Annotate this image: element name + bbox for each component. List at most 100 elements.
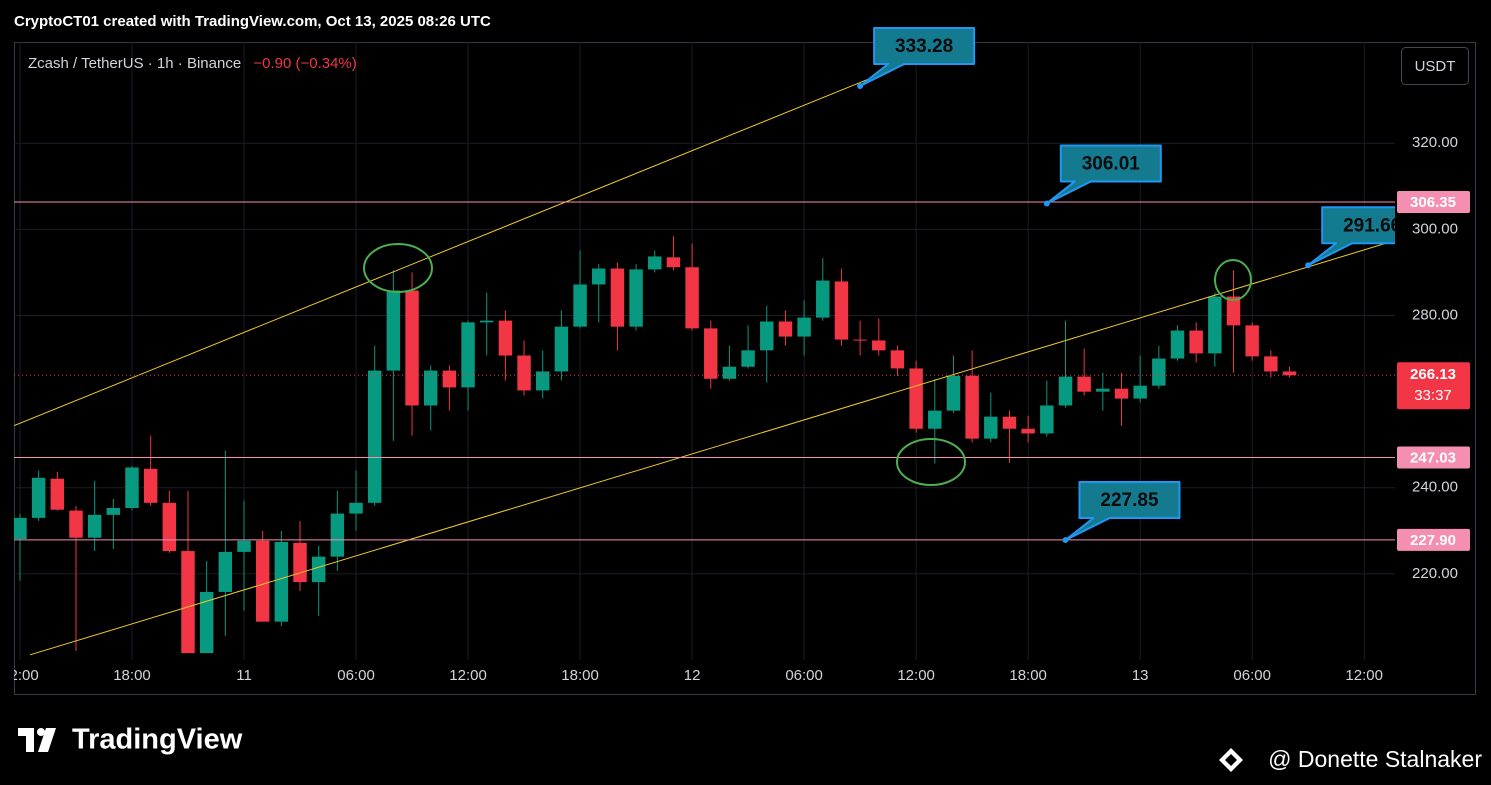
hand-circle xyxy=(896,438,966,486)
callout-label: 227.85 xyxy=(1100,490,1159,511)
candle-body xyxy=(87,514,102,538)
callout-box xyxy=(1045,144,1162,205)
candle-body xyxy=(498,320,513,356)
price-label-box xyxy=(1397,528,1470,551)
candle-body xyxy=(946,375,961,411)
candle-body xyxy=(685,267,699,329)
callout-box xyxy=(1307,206,1395,267)
brand: TradingView xyxy=(72,724,243,756)
candle-body xyxy=(181,551,195,654)
plot-area xyxy=(14,42,1395,656)
x-tick-label: 12 xyxy=(684,667,701,684)
candle-body xyxy=(760,321,774,351)
price-label: 306.35 xyxy=(1410,194,1456,211)
currency-button[interactable] xyxy=(1401,47,1469,85)
candle-body xyxy=(106,507,121,515)
candle-body xyxy=(965,375,979,439)
candle-body xyxy=(311,556,326,583)
candle-body xyxy=(218,551,233,592)
candle-body xyxy=(666,257,681,268)
candle-body xyxy=(890,350,905,369)
x-tick-label: 13 xyxy=(1132,667,1149,684)
candle-body xyxy=(1264,356,1278,372)
currency-label[interactable]: USDT xyxy=(1415,58,1456,75)
candle-body xyxy=(834,281,849,340)
callout-anchor xyxy=(1305,262,1312,269)
candle-body xyxy=(554,326,569,372)
x-tick-label: 12:00 xyxy=(1345,667,1383,684)
candle-body xyxy=(610,268,625,327)
candle-body xyxy=(1226,296,1241,326)
candle-body xyxy=(1152,358,1166,386)
candle-body xyxy=(442,370,457,388)
price-label-box xyxy=(1397,446,1470,469)
candle-body xyxy=(125,467,139,508)
logo-dot xyxy=(37,728,45,736)
candle-body xyxy=(629,269,643,327)
candle-body xyxy=(14,517,27,539)
author-icon xyxy=(1219,748,1243,772)
candle-body xyxy=(69,510,83,538)
candle-body xyxy=(423,370,438,406)
candle-body xyxy=(1021,428,1035,434)
candle-body xyxy=(143,468,158,503)
price-label: 247.03 xyxy=(1410,449,1456,466)
caption: CryptoCT01 created with TradingView.com,… xyxy=(14,13,491,30)
last-price-label: 266.13 xyxy=(1410,366,1456,383)
x-tick-label: 18:00 xyxy=(113,667,151,684)
candle-body xyxy=(1170,330,1185,359)
callout-box xyxy=(859,27,976,88)
change: −0.90 (−0.34%) xyxy=(253,55,356,72)
candle-body xyxy=(722,366,737,379)
candle-body xyxy=(237,540,251,552)
candle-body xyxy=(479,320,494,323)
candle-body xyxy=(199,591,214,654)
y-axis: 220.00 240.00 280.00 300.00 320.00 306.35 247.… xyxy=(1397,134,1470,582)
symbol: Zcash / TetherUS · 1h · Binance xyxy=(28,55,241,72)
candle-body xyxy=(386,290,401,371)
candle-body xyxy=(984,416,998,439)
y-tick-label: 300.00 xyxy=(1412,220,1458,237)
callout-anchor xyxy=(1043,200,1050,207)
candle-body xyxy=(1096,388,1110,392)
candle-body xyxy=(1189,330,1203,354)
candle-body xyxy=(741,350,755,367)
x-tick-label: 12:00 xyxy=(1,667,39,684)
candle-body xyxy=(592,268,606,285)
hand-circle xyxy=(1214,259,1252,301)
candle-body xyxy=(704,328,718,379)
candle-body xyxy=(1077,376,1091,392)
price-label-box xyxy=(1397,190,1470,213)
x-tick-label: 18:00 xyxy=(561,667,599,684)
candle-body xyxy=(50,478,65,510)
candle-body xyxy=(330,513,345,557)
x-tick-label: 18:00 xyxy=(1009,667,1047,684)
candle-body xyxy=(853,339,867,341)
callout-label: 306.01 xyxy=(1082,153,1141,174)
candle-body xyxy=(1114,388,1129,399)
brand-logo xyxy=(18,728,56,752)
callout-anchor xyxy=(1062,537,1069,544)
x-tick-label: 06:00 xyxy=(1233,667,1271,684)
candle-body xyxy=(255,540,270,622)
y-tick-label: 320.00 xyxy=(1412,134,1458,151)
last-price-box xyxy=(1397,362,1470,410)
x-tick-label: 11 xyxy=(236,667,252,684)
candle-body xyxy=(1040,405,1054,434)
candle-body xyxy=(872,340,886,351)
countdown: 33:37 xyxy=(1414,387,1452,404)
candle-body xyxy=(778,321,793,337)
candle-body xyxy=(536,371,550,391)
callout-label: 291.66 xyxy=(1343,215,1401,236)
candle-body xyxy=(405,290,419,406)
candle-body xyxy=(648,256,662,270)
x-tick-label: 12:00 xyxy=(897,667,935,684)
candle-body xyxy=(1282,371,1297,376)
candle-body xyxy=(573,284,587,327)
chart-frame xyxy=(14,42,1476,695)
candle-body xyxy=(1002,416,1017,429)
candle-body xyxy=(1245,325,1259,357)
logo-mark xyxy=(18,728,56,752)
